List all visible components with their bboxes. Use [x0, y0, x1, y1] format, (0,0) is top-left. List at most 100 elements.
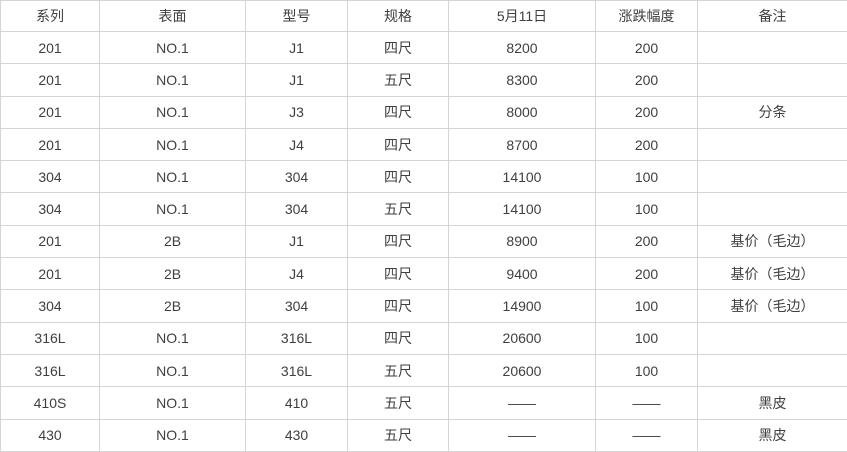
table-cell: NO.1 — [99, 95, 246, 129]
table-row: 201 2B J1 四尺 8900 200 基价（毛边） — [0, 224, 847, 259]
table-cell: 100 — [595, 321, 698, 355]
column-header: 5月11日 — [448, 0, 596, 32]
table-cell: —— — [448, 418, 596, 452]
table-cell: NO.1 — [99, 418, 246, 452]
table-cell: 四尺 — [347, 321, 449, 355]
table-cell: NO.1 — [99, 127, 246, 162]
table-row: 316L NO.1 316L 五尺 20600 100 — [0, 353, 847, 388]
table-cell: 四尺 — [347, 257, 449, 291]
table-cell: 201 — [0, 95, 100, 129]
table-cell: 14900 — [448, 289, 596, 323]
table-cell: J1 — [245, 224, 348, 259]
table-cell: 316L — [245, 321, 348, 355]
table-cell: 黑皮 — [697, 386, 847, 420]
table-cell: NO.1 — [99, 353, 246, 388]
table-row: 201 NO.1 J4 四尺 8700 200 — [0, 127, 847, 162]
table-cell: —— — [595, 386, 698, 420]
table-cell: 430 — [0, 418, 100, 452]
table-cell: 200 — [595, 30, 698, 65]
table-cell: 基价（毛边） — [697, 224, 847, 259]
table-cell: 五尺 — [347, 353, 449, 388]
table-row: 410S NO.1 410 五尺 —— —— 黑皮 — [0, 386, 847, 420]
table-cell: 14100 — [448, 192, 596, 226]
table-cell: 200 — [595, 127, 698, 162]
table-cell: 201 — [0, 127, 100, 162]
table-cell: 304 — [0, 289, 100, 323]
table-row: 201 NO.1 J3 四尺 8000 200 分条 — [0, 95, 847, 129]
table-cell: J4 — [245, 257, 348, 291]
column-header: 表面 — [99, 0, 246, 32]
table-cell: 430 — [245, 418, 348, 452]
table-cell: NO.1 — [99, 386, 246, 420]
table-cell — [697, 63, 847, 97]
table-cell: 304 — [245, 289, 348, 323]
table-cell — [697, 192, 847, 226]
table-cell: 304 — [0, 160, 100, 194]
table-cell: 五尺 — [347, 386, 449, 420]
table-row: 201 NO.1 J1 五尺 8300 200 — [0, 63, 847, 97]
table-cell: 8200 — [448, 30, 596, 65]
table-row: 430 NO.1 430 五尺 —— —— 黑皮 — [0, 418, 847, 452]
table-cell: 200 — [595, 224, 698, 259]
column-header: 涨跌幅度 — [595, 0, 698, 32]
header-row: 系列 表面 型号 规格 5月11日 涨跌幅度 备注 — [0, 0, 847, 32]
table-cell: NO.1 — [99, 30, 246, 65]
table-cell: 20600 — [448, 353, 596, 388]
table-cell: 410 — [245, 386, 348, 420]
table-cell: —— — [595, 418, 698, 452]
table-cell: 8300 — [448, 63, 596, 97]
table-cell: 201 — [0, 63, 100, 97]
table-cell: J1 — [245, 63, 348, 97]
table-cell: 316L — [0, 353, 100, 388]
table-cell: 四尺 — [347, 30, 449, 65]
table-cell: 304 — [245, 192, 348, 226]
table-cell: J4 — [245, 127, 348, 162]
table-cell: 四尺 — [347, 224, 449, 259]
table-body: 201 NO.1 J1 四尺 8200 200 201 NO.1 J1 五尺 8300 200 201 N… — [0, 30, 847, 452]
table-row: 316L NO.1 316L 四尺 20600 100 — [0, 321, 847, 355]
table-cell: 200 — [595, 257, 698, 291]
table-cell: 8700 — [448, 127, 596, 162]
table-row: 304 NO.1 304 五尺 14100 100 — [0, 192, 847, 226]
table-row: 304 2B 304 四尺 14900 100 基价（毛边） — [0, 289, 847, 323]
table-cell: NO.1 — [99, 321, 246, 355]
column-header: 备注 — [697, 0, 847, 32]
table-cell — [697, 127, 847, 162]
table-cell: 316L — [245, 353, 348, 388]
table-cell: 316L — [0, 321, 100, 355]
table-cell: 五尺 — [347, 63, 449, 97]
table-cell: 2B — [99, 224, 246, 259]
table-cell: 四尺 — [347, 127, 449, 162]
table-cell: J3 — [245, 95, 348, 129]
table-cell: 基价（毛边） — [697, 257, 847, 291]
table-cell: 2B — [99, 257, 246, 291]
column-header: 规格 — [347, 0, 449, 32]
table-cell: 14100 — [448, 160, 596, 194]
table-cell — [697, 160, 847, 194]
table-row: 201 2B J4 四尺 9400 200 基价（毛边） — [0, 257, 847, 291]
table-cell: 五尺 — [347, 192, 449, 226]
table-cell: 20600 — [448, 321, 596, 355]
table-cell: 100 — [595, 353, 698, 388]
column-header: 型号 — [245, 0, 348, 32]
table-cell: 201 — [0, 257, 100, 291]
table-cell: 100 — [595, 192, 698, 226]
table-cell: NO.1 — [99, 63, 246, 97]
table-cell: NO.1 — [99, 160, 246, 194]
table-cell: 黑皮 — [697, 418, 847, 452]
table-cell: 四尺 — [347, 160, 449, 194]
table-cell: 9400 — [448, 257, 596, 291]
table-cell: 200 — [595, 63, 698, 97]
table-cell: NO.1 — [99, 192, 246, 226]
table-cell: 8000 — [448, 95, 596, 129]
table-cell: 410S — [0, 386, 100, 420]
table-cell — [697, 30, 847, 65]
table-cell: J1 — [245, 30, 348, 65]
table-cell: 2B — [99, 289, 246, 323]
table-cell: 四尺 — [347, 289, 449, 323]
table-row: 304 NO.1 304 四尺 14100 100 — [0, 160, 847, 194]
table-row: 201 NO.1 J1 四尺 8200 200 — [0, 30, 847, 65]
table-cell — [697, 321, 847, 355]
